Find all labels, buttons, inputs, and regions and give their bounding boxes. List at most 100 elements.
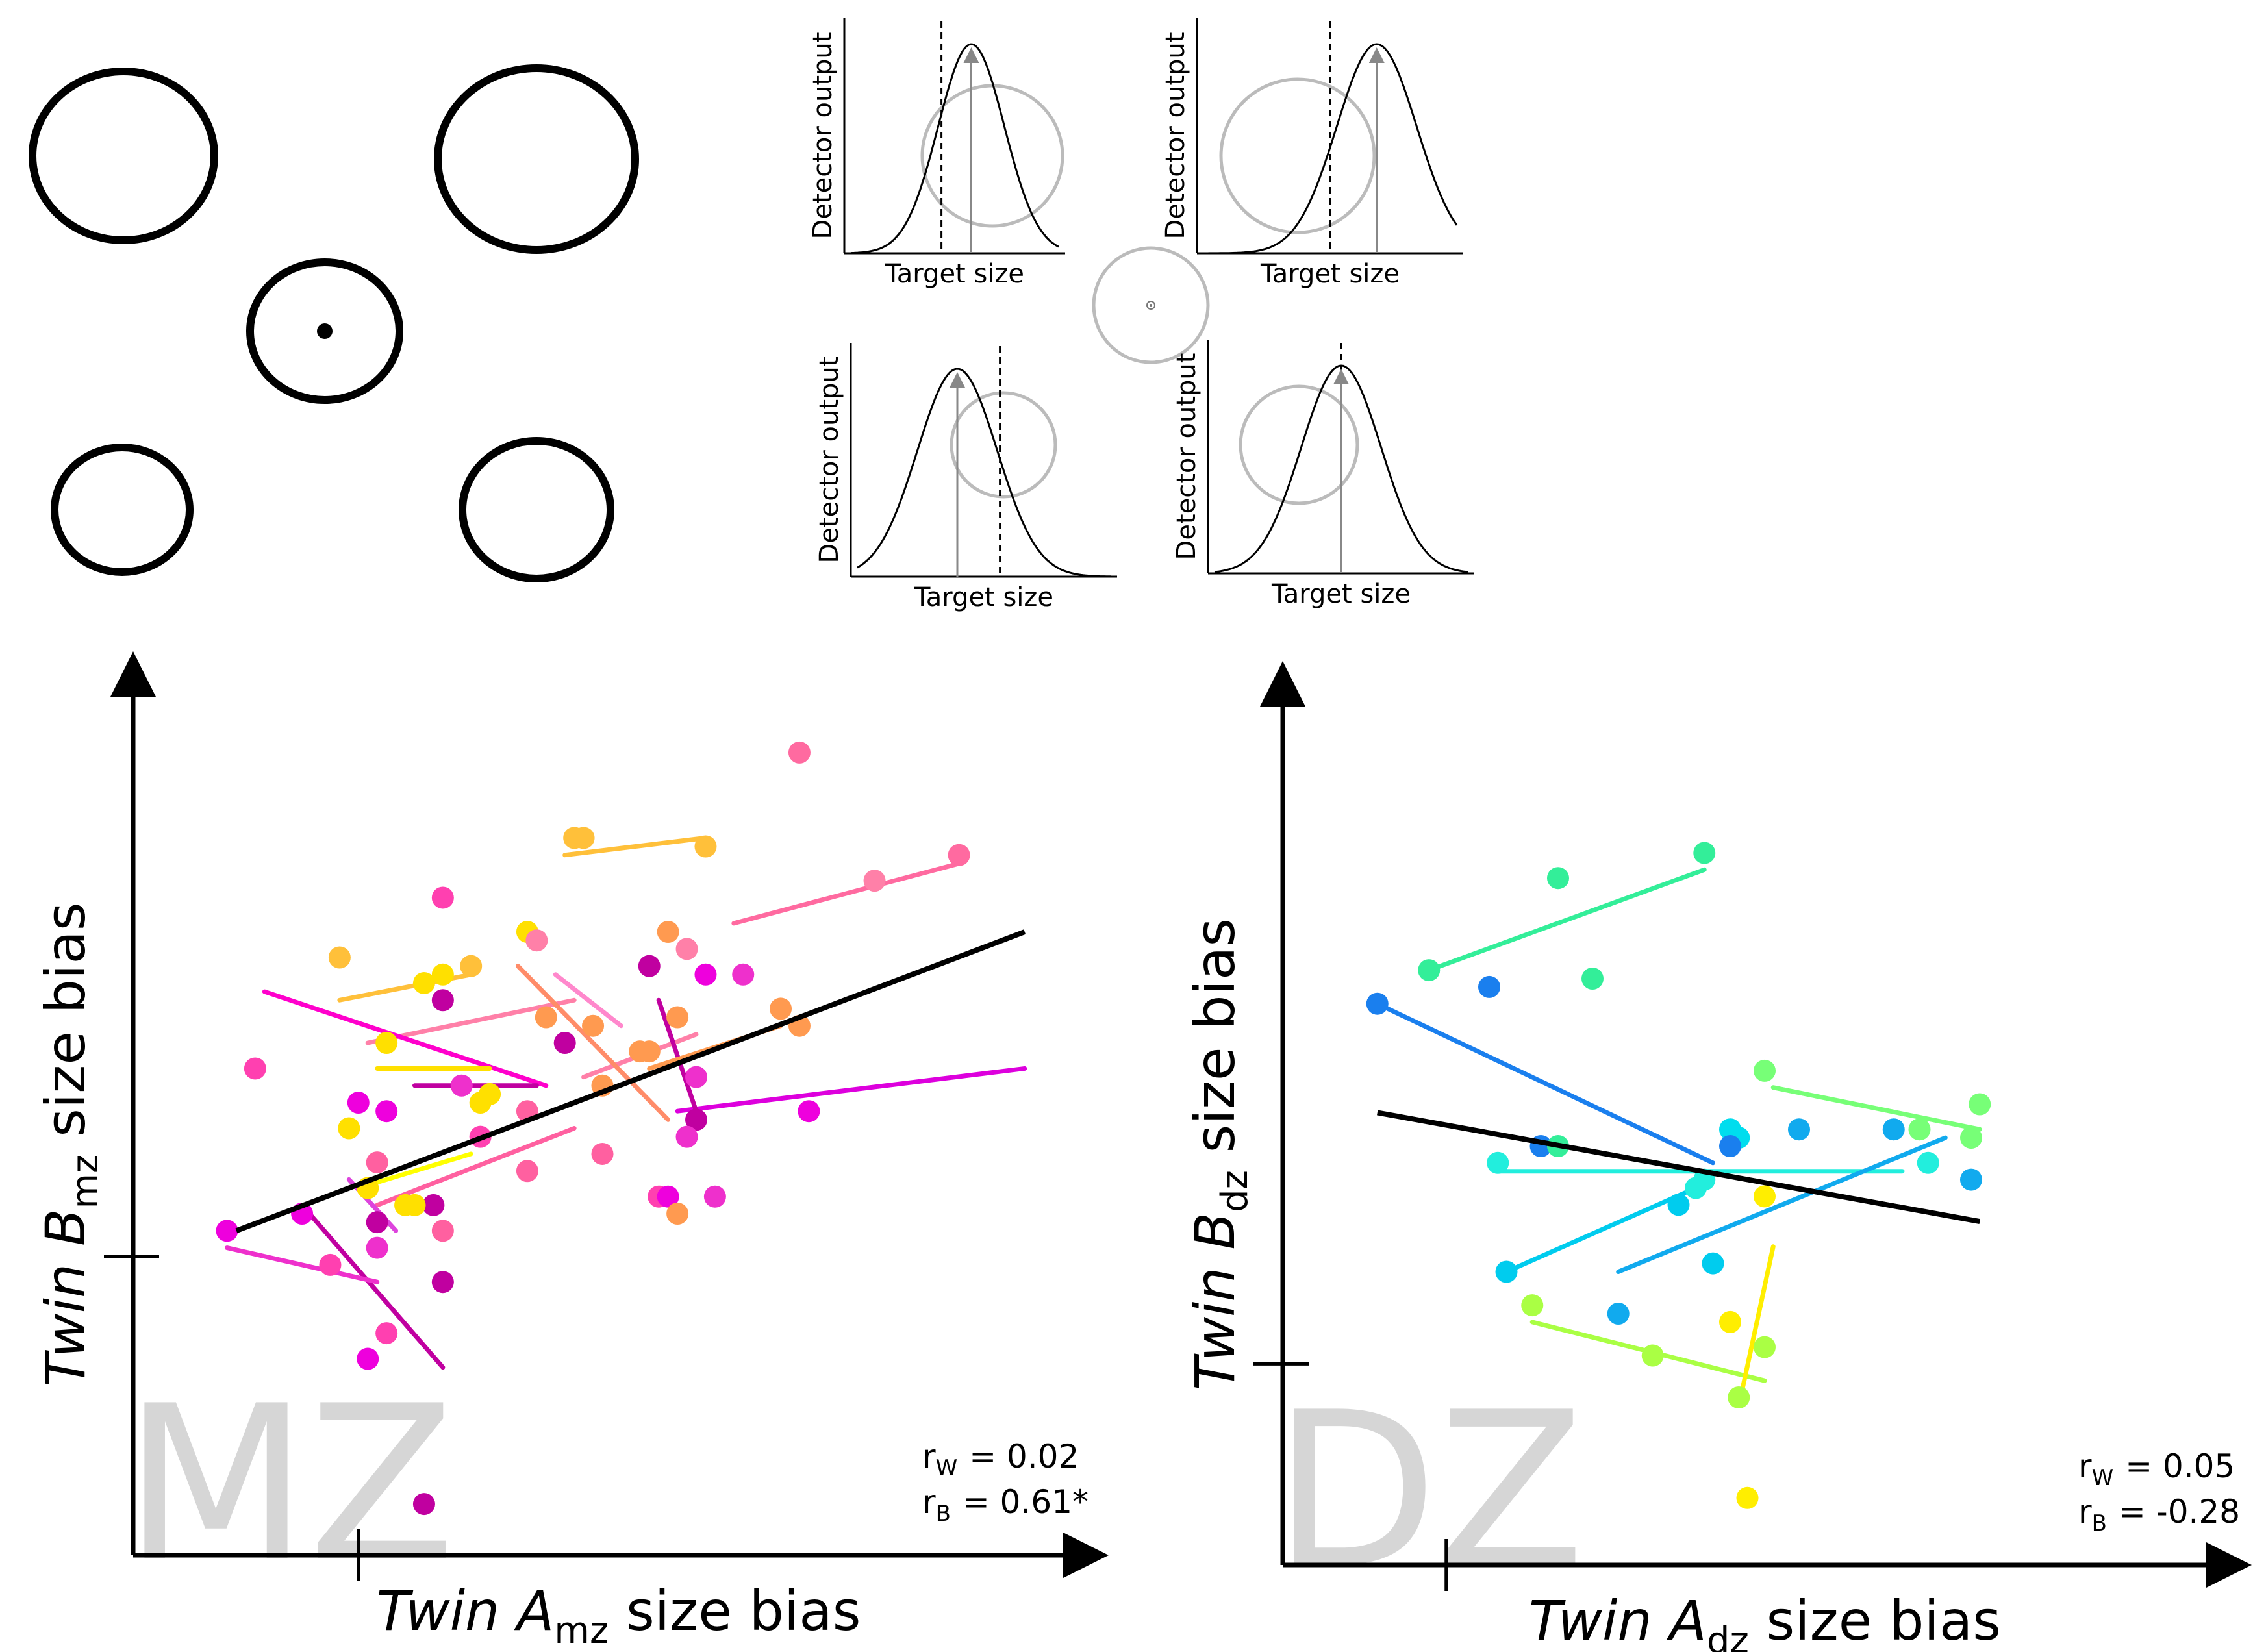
y-label-subscript: dz xyxy=(1214,1170,1256,1212)
data-point xyxy=(863,870,886,892)
data-point xyxy=(450,1074,473,1097)
detector-ylabel: Detector output xyxy=(808,32,838,240)
data-point xyxy=(1969,1093,1991,1116)
data-point xyxy=(469,1092,492,1114)
stat-symbol: r xyxy=(2078,1493,2092,1531)
stat-subscript: B xyxy=(936,1501,951,1527)
data-point xyxy=(375,1100,398,1123)
stat-value: = 0.05 xyxy=(2125,1447,2235,1485)
data-point xyxy=(1495,1260,1518,1283)
x-label-subscript: dz xyxy=(1707,1620,1749,1652)
twin-pair-line xyxy=(1616,1135,1948,1274)
regression-line xyxy=(235,929,1026,1234)
twin-pair-line xyxy=(262,989,549,1088)
x-label-subscript: mz xyxy=(554,1610,609,1652)
correlation-stat: rW = 0.02 xyxy=(922,1438,1079,1481)
data-point xyxy=(460,955,483,977)
data-point xyxy=(1754,1185,1776,1208)
data-point xyxy=(1487,1151,1509,1174)
data-point xyxy=(685,1066,707,1088)
data-point xyxy=(675,938,698,960)
stat-value: = 0.61* xyxy=(963,1483,1089,1521)
data-point xyxy=(1719,1135,1741,1157)
detector-xlabel: Target size xyxy=(1271,579,1411,609)
data-point xyxy=(319,1253,342,1276)
data-point xyxy=(422,1194,445,1216)
data-point xyxy=(1754,1059,1776,1082)
data-point xyxy=(638,955,661,977)
stat-value: = 0.02 xyxy=(969,1438,1079,1475)
data-point xyxy=(1719,1310,1741,1333)
twin-pair-line xyxy=(515,964,671,1122)
data-point xyxy=(403,1194,426,1216)
data-point xyxy=(357,1347,379,1370)
data-point xyxy=(1736,1486,1759,1509)
data-point xyxy=(666,1203,689,1225)
x-label-rest: size bias xyxy=(1749,1589,2001,1652)
data-point xyxy=(1685,1177,1707,1199)
x-label-italic: Twin A xyxy=(1529,1589,1707,1652)
detector-panel-1: Target size Detector output xyxy=(808,18,1065,289)
x-label-rest: size bias xyxy=(609,1579,861,1643)
data-point xyxy=(1960,1168,1982,1191)
detector-target-circle xyxy=(950,391,1057,499)
data-point xyxy=(431,1271,454,1294)
twin-pair-line xyxy=(1375,1001,1715,1166)
stat-symbol: r xyxy=(922,1483,936,1521)
data-point xyxy=(591,1142,614,1165)
twin-pair-line xyxy=(1770,1085,1982,1132)
detector-panel-4: Target size Detector output xyxy=(1172,340,1474,609)
detector-target-circle xyxy=(1219,77,1376,234)
detector-panels: Target size Detector output Target size Det… xyxy=(808,18,1474,612)
stimulus-circle-top-right xyxy=(434,64,639,254)
detector-ylabel: Detector output xyxy=(1161,32,1190,240)
data-point xyxy=(1960,1127,1982,1149)
data-point xyxy=(1702,1252,1724,1275)
data-point xyxy=(366,1151,388,1174)
data-point xyxy=(572,827,595,849)
data-point xyxy=(1728,1386,1750,1408)
data-point xyxy=(657,921,679,944)
correlation-stat: rW = 0.05 xyxy=(2078,1447,2235,1491)
data-point xyxy=(1478,975,1500,998)
twin-pair-line xyxy=(562,835,708,858)
data-point xyxy=(516,1160,538,1183)
x-axis-label: Twin Amz size bias xyxy=(376,1579,861,1652)
stat-subscript: W xyxy=(2092,1465,2114,1491)
twin-pair-line xyxy=(553,972,623,1029)
data-point xyxy=(1581,968,1604,990)
data-point xyxy=(1754,1336,1776,1358)
y-label-subscript: mz xyxy=(64,1155,107,1209)
data-point xyxy=(1521,1294,1544,1317)
data-point xyxy=(375,1322,398,1345)
correlation-stat: rB = 0.61* xyxy=(922,1483,1089,1527)
data-point xyxy=(694,963,717,986)
data-point xyxy=(685,1108,707,1131)
data-point xyxy=(657,1185,679,1208)
detector-panel-3: Target size Detector output xyxy=(814,343,1117,612)
data-point xyxy=(338,1117,360,1140)
data-point xyxy=(1547,867,1569,890)
x-label-italic: Twin A xyxy=(376,1579,554,1643)
detector-ylabel: Detector output xyxy=(1172,353,1202,560)
data-point xyxy=(366,1236,388,1259)
y-label-rest: size bias xyxy=(34,902,97,1154)
y-label-italic: Twin B xyxy=(34,1209,97,1387)
reference-circle xyxy=(1092,246,1210,364)
stat-symbol: r xyxy=(922,1438,936,1475)
detector-target-circle xyxy=(1239,384,1359,505)
twin-pair-line xyxy=(656,997,699,1114)
data-point xyxy=(431,886,454,909)
y-axis-label: Twin Bdz size bias xyxy=(1183,918,1256,1390)
twin-pair-line xyxy=(675,1066,1027,1114)
stat-subscript: W xyxy=(936,1455,958,1481)
twin-pair-line xyxy=(731,861,962,926)
stat-value: = -0.28 xyxy=(2119,1493,2240,1531)
data-point xyxy=(535,1006,557,1029)
twin-pair-line xyxy=(225,1245,380,1284)
x-axis-label: Twin Adz size bias xyxy=(1529,1589,2001,1652)
data-point xyxy=(666,1006,689,1029)
